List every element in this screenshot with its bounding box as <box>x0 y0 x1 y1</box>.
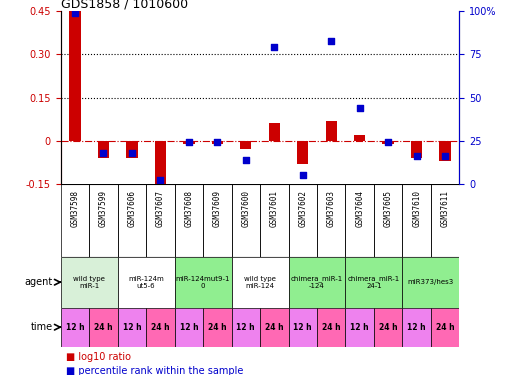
Bar <box>232 308 260 347</box>
Bar <box>232 257 288 307</box>
Bar <box>203 308 232 347</box>
Text: miR-124mut9-1
0: miR-124mut9-1 0 <box>176 276 230 289</box>
Text: 12 h: 12 h <box>351 322 369 332</box>
Point <box>441 153 449 159</box>
Text: chimera_miR-1
-124: chimera_miR-1 -124 <box>291 275 343 289</box>
Text: agent: agent <box>24 277 53 287</box>
Text: GSM37611: GSM37611 <box>441 190 450 226</box>
Bar <box>183 141 194 144</box>
Bar <box>212 141 223 144</box>
Bar <box>146 308 175 347</box>
Text: GSM37602: GSM37602 <box>298 190 307 226</box>
Bar <box>61 308 89 347</box>
Bar <box>260 308 288 347</box>
Text: GDS1858 / 1010600: GDS1858 / 1010600 <box>61 0 188 10</box>
Bar <box>345 257 402 307</box>
Bar <box>374 308 402 347</box>
Bar <box>118 308 146 347</box>
Bar <box>402 257 459 307</box>
Bar <box>288 308 317 347</box>
Bar <box>317 308 345 347</box>
Point <box>185 140 193 146</box>
Bar <box>402 308 431 347</box>
Text: miR373/hes3: miR373/hes3 <box>408 279 454 285</box>
Bar <box>69 11 81 141</box>
Bar <box>240 141 251 149</box>
Text: GSM37608: GSM37608 <box>184 190 193 226</box>
Text: 24 h: 24 h <box>322 322 341 332</box>
Text: GSM37605: GSM37605 <box>384 190 393 226</box>
Text: wild type
miR-124: wild type miR-124 <box>244 276 276 289</box>
Point <box>298 172 307 178</box>
Bar <box>411 141 422 158</box>
Text: 24 h: 24 h <box>94 322 113 332</box>
Text: 12 h: 12 h <box>294 322 312 332</box>
Point <box>156 177 165 183</box>
Text: miR-124m
ut5-6: miR-124m ut5-6 <box>128 276 164 289</box>
Point <box>327 38 335 44</box>
Text: GSM37598: GSM37598 <box>70 190 79 226</box>
Text: time: time <box>31 322 53 332</box>
Bar <box>431 308 459 347</box>
Text: ■ log10 ratio: ■ log10 ratio <box>66 352 131 362</box>
Point <box>71 10 79 16</box>
Bar <box>382 141 394 144</box>
Point <box>213 140 222 146</box>
Bar <box>345 308 374 347</box>
Bar <box>118 257 175 307</box>
Text: 12 h: 12 h <box>237 322 255 332</box>
Text: GSM37607: GSM37607 <box>156 190 165 226</box>
Bar <box>439 141 451 161</box>
Text: chimera_miR-1
24-1: chimera_miR-1 24-1 <box>348 275 400 289</box>
Text: 12 h: 12 h <box>65 322 84 332</box>
Text: 24 h: 24 h <box>436 322 455 332</box>
Bar <box>126 141 138 158</box>
Text: GSM37609: GSM37609 <box>213 190 222 226</box>
Point <box>99 150 108 156</box>
Bar <box>175 257 232 307</box>
Bar <box>297 141 308 164</box>
Text: 24 h: 24 h <box>265 322 284 332</box>
Text: 12 h: 12 h <box>180 322 198 332</box>
Text: wild type
miR-1: wild type miR-1 <box>73 276 105 289</box>
Text: 12 h: 12 h <box>122 322 141 332</box>
Bar <box>354 135 365 141</box>
Point <box>355 105 364 111</box>
Point <box>270 45 278 51</box>
Bar <box>89 308 118 347</box>
Bar <box>98 141 109 158</box>
Bar <box>61 257 118 307</box>
Bar <box>155 141 166 195</box>
Text: GSM37601: GSM37601 <box>270 190 279 226</box>
Point <box>412 153 421 159</box>
Bar <box>269 123 280 141</box>
Bar <box>326 120 337 141</box>
Text: GSM37603: GSM37603 <box>327 190 336 226</box>
Text: GSM37606: GSM37606 <box>127 190 136 226</box>
Text: 24 h: 24 h <box>379 322 398 332</box>
Text: GSM37600: GSM37600 <box>241 190 250 226</box>
Text: 24 h: 24 h <box>208 322 227 332</box>
Point <box>242 157 250 163</box>
Text: 12 h: 12 h <box>407 322 426 332</box>
Bar <box>288 257 345 307</box>
Text: ■ percentile rank within the sample: ■ percentile rank within the sample <box>66 366 243 375</box>
Text: 24 h: 24 h <box>151 322 169 332</box>
Text: GSM37599: GSM37599 <box>99 190 108 226</box>
Point <box>128 150 136 156</box>
Text: GSM37604: GSM37604 <box>355 190 364 226</box>
Text: GSM37610: GSM37610 <box>412 190 421 226</box>
Point <box>384 140 392 146</box>
Bar <box>175 308 203 347</box>
